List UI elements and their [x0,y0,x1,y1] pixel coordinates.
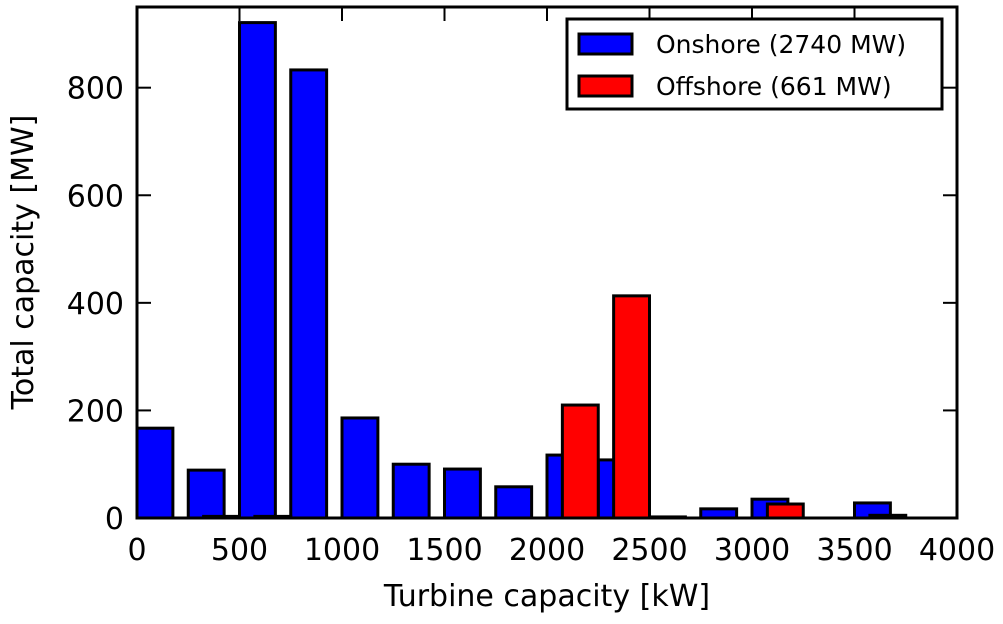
y-tick-label: 600 [67,179,124,214]
onshore-bar [391,462,431,520]
onshore-bar [443,467,482,520]
x-tick-label: 3500 [816,533,892,568]
x-axis-label: Turbine capacity [kW] [383,579,710,614]
onshore-bar [135,426,175,520]
legend-label-onshore: Onshore (2740 MW) [656,30,906,59]
y-tick-label: 0 [105,502,124,537]
y-tick-label: 800 [67,72,124,107]
x-tick-label: 4000 [919,533,995,568]
x-tick-label: 0 [127,533,146,568]
legend-label-offshore: Offshore (661 MW) [656,72,892,101]
x-tick-label: 1500 [406,533,482,568]
x-tick-label: 2500 [611,533,687,568]
onshore-bar [494,485,534,520]
legend-swatch-onshore [577,32,634,56]
onshore-bar [186,468,226,520]
onshore-bar [289,68,329,520]
x-tick-label: 3000 [714,533,790,568]
x-tick-label: 1000 [304,533,380,568]
offshore-bar [765,502,805,520]
y-axis-label: Total capacity [MW] [6,115,41,411]
legend-box [565,17,944,111]
axis-ticks: 0 500 1000 1500 2000 2500 3000 3500 4000 0 200 400 6… [67,7,995,568]
onshore-bar [340,416,380,520]
y-tick-label: 400 [67,287,124,322]
y-tick-label: 200 [67,394,124,429]
x-tick-label: 2000 [509,533,585,568]
offshore-bar [612,294,651,520]
offshore-bar [560,403,600,520]
x-tick-label: 500 [211,533,268,568]
legend: Onshore (2740 MW) Offshore (661 MW) [565,17,944,111]
onshore-bar [238,21,277,520]
legend-swatch-offshore [577,74,634,98]
